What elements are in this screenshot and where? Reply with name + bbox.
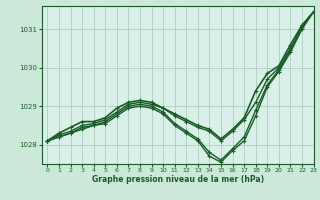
X-axis label: Graphe pression niveau de la mer (hPa): Graphe pression niveau de la mer (hPa) xyxy=(92,175,264,184)
